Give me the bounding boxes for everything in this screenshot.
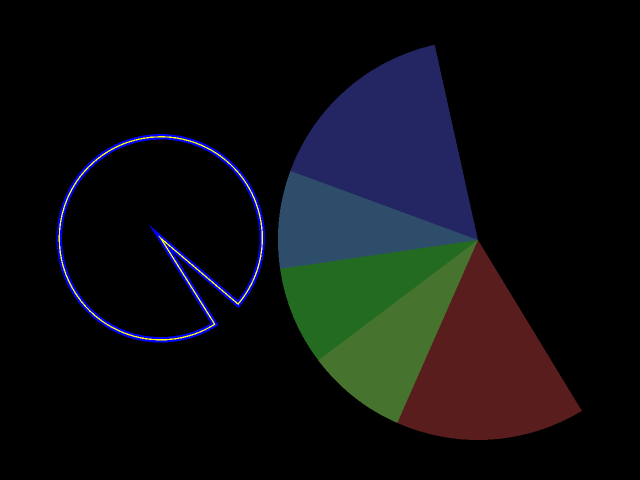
filled-pie-wedge-dark-red [397, 240, 582, 440]
filled-pie-wedge-steel-blue [277, 170, 478, 269]
filled-pie [277, 44, 582, 440]
outline-pie [56, 134, 266, 343]
filled-pie-wedge-olive-green [318, 240, 478, 423]
filled-pie-wedge-dark-navy [290, 44, 478, 240]
outline-pie-inner-edge [58, 136, 263, 341]
filled-pie-wedge-dark-green [280, 240, 478, 361]
